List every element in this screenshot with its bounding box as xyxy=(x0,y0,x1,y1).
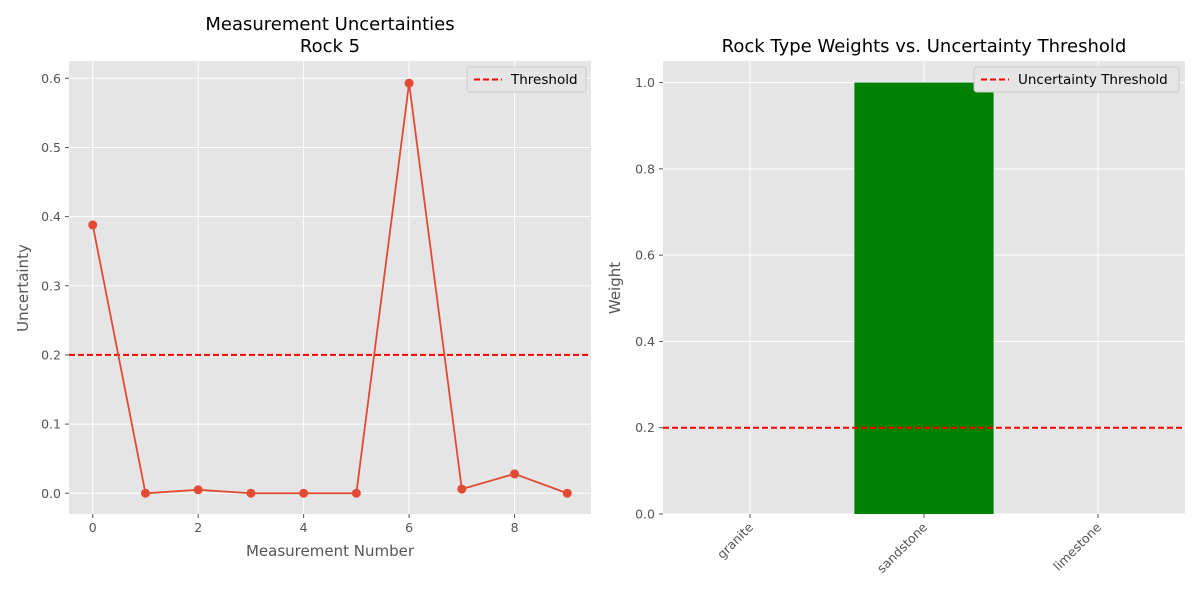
line-chart-y-tick-label: 0.1 xyxy=(41,417,61,432)
line-chart-data-point xyxy=(510,469,520,479)
bar-chart-bars xyxy=(854,82,994,515)
line-chart-legend-box xyxy=(466,66,587,93)
line-chart-y-tick-label: 0.0 xyxy=(41,486,61,501)
line-chart-series xyxy=(88,78,572,498)
bar-chart-y-tick-label: 0.6 xyxy=(635,248,655,263)
bar-chart-bar-sandstone xyxy=(854,82,994,515)
bar-chart-y-axis-label: Weight xyxy=(606,262,624,314)
line-chart-legend-label: Threshold xyxy=(510,72,578,88)
bar-chart-x-tick-label: granite xyxy=(714,519,756,561)
line-chart-x-tick-label: 6 xyxy=(405,520,413,535)
line-chart-y-axis-label: Uncertainty xyxy=(14,244,32,332)
bar-chart-legend-label: Uncertainty Threshold xyxy=(1018,72,1168,88)
line-chart-x-axis-label: Measurement Number xyxy=(246,542,415,560)
line-chart-y-tick-label: 0.4 xyxy=(41,209,61,224)
line-chart-x-tick-label: 2 xyxy=(194,520,202,535)
bar-chart-y-tick-label: 0.8 xyxy=(635,161,655,176)
line-chart-title-line1: Measurement Uncertainties xyxy=(205,14,454,35)
line-chart-x-tick-label: 8 xyxy=(511,520,519,535)
line-chart-series-line xyxy=(91,83,568,495)
line-chart-data-point xyxy=(351,488,361,498)
line-chart-y-tick-label: 0.5 xyxy=(41,140,61,155)
line-chart-data-point xyxy=(562,488,572,498)
line-chart-y-tick-label: 0.6 xyxy=(41,71,61,86)
line-chart: 0 2 4 6 8 0.0 0.1 0.2 0.3 0.4 0.5 0.6 Measurement U… xyxy=(14,14,591,560)
line-chart-x-tick-label: 0 xyxy=(89,520,97,535)
bar-chart-y-tick-label: 0.0 xyxy=(635,507,655,522)
line-chart-data-point xyxy=(140,488,150,498)
bar-chart-legend-box xyxy=(973,66,1180,93)
line-chart-y-tick-label: 0.2 xyxy=(41,347,61,362)
bar-chart-y-tick-label: 0.4 xyxy=(635,334,655,349)
line-chart-data-point xyxy=(193,485,203,495)
bar-chart-x-tick-label: sandstone xyxy=(874,519,931,576)
bar-chart-legend: Uncertainty Threshold xyxy=(973,66,1180,93)
line-chart-data-point xyxy=(457,484,467,494)
line-chart-data-point xyxy=(299,488,309,498)
line-chart-title-line2: Rock 5 xyxy=(300,36,360,57)
line-chart-plot-area xyxy=(69,61,591,514)
line-chart-x-tick-label: 4 xyxy=(300,520,308,535)
bar-chart-x-tick-label: limestone xyxy=(1050,519,1104,573)
bar-chart: granite sandstone limestone 0.0 0.2 0.4 0.6 0.8… xyxy=(606,36,1185,576)
line-chart-data-point xyxy=(404,78,414,88)
bar-chart-title: Rock Type Weights vs. Uncertainty Thresh… xyxy=(722,36,1127,57)
line-chart-ticks: 0 2 4 6 8 0.0 0.1 0.2 0.3 0.4 0.5 0.6 xyxy=(41,71,518,535)
line-chart-data-point xyxy=(88,220,98,230)
line-chart-y-tick-label: 0.3 xyxy=(41,278,61,293)
bar-chart-y-tick-label: 0.2 xyxy=(635,420,655,435)
line-chart-legend: Threshold xyxy=(466,66,587,93)
line-chart-data-point xyxy=(246,488,256,498)
bar-chart-y-tick-label: 1.0 xyxy=(635,75,655,90)
